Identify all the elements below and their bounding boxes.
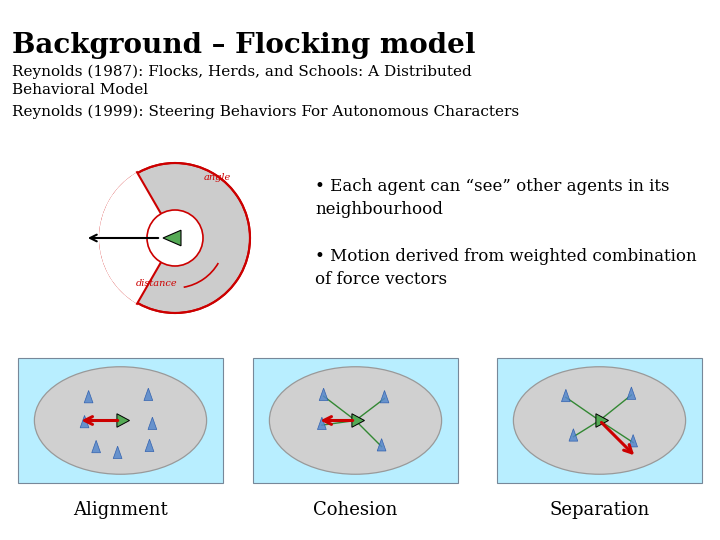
Polygon shape <box>80 415 89 428</box>
Bar <box>18 358 223 483</box>
Text: • Motion derived from weighted combination
of force vectors: • Motion derived from weighted combinati… <box>315 248 697 288</box>
Polygon shape <box>377 438 386 451</box>
Polygon shape <box>163 230 181 246</box>
Polygon shape <box>117 414 130 427</box>
Polygon shape <box>319 388 328 401</box>
Text: Reynolds (1999): Steering Behaviors For Autonomous Characters: Reynolds (1999): Steering Behaviors For … <box>12 105 519 119</box>
Polygon shape <box>318 417 326 429</box>
Polygon shape <box>596 414 608 427</box>
Polygon shape <box>627 387 636 400</box>
Text: Background – Flocking model: Background – Flocking model <box>12 32 475 59</box>
Polygon shape <box>569 429 577 441</box>
Ellipse shape <box>269 367 441 474</box>
Wedge shape <box>99 172 175 304</box>
Polygon shape <box>629 435 637 447</box>
Text: angle: angle <box>203 173 230 182</box>
Bar <box>253 358 458 483</box>
Bar <box>497 358 702 483</box>
Text: • Each agent can “see” other agents in its
neighbourhood: • Each agent can “see” other agents in i… <box>315 178 670 219</box>
Text: distance: distance <box>136 279 178 288</box>
Polygon shape <box>352 414 364 427</box>
Polygon shape <box>91 440 101 453</box>
Ellipse shape <box>513 367 685 474</box>
Polygon shape <box>144 388 153 401</box>
Text: Reynolds (1987): Flocks, Herds, and Schools: A Distributed
Behavioral Model: Reynolds (1987): Flocks, Herds, and Scho… <box>12 65 472 97</box>
Text: Alignment: Alignment <box>73 501 168 519</box>
Polygon shape <box>84 390 93 403</box>
Ellipse shape <box>35 367 207 474</box>
Polygon shape <box>113 446 122 458</box>
Circle shape <box>100 163 250 313</box>
Polygon shape <box>148 417 157 429</box>
Polygon shape <box>562 389 570 402</box>
Text: Separation: Separation <box>549 501 649 519</box>
Text: Cohesion: Cohesion <box>313 501 397 519</box>
Polygon shape <box>380 390 389 403</box>
Circle shape <box>147 210 203 266</box>
Polygon shape <box>145 439 154 451</box>
